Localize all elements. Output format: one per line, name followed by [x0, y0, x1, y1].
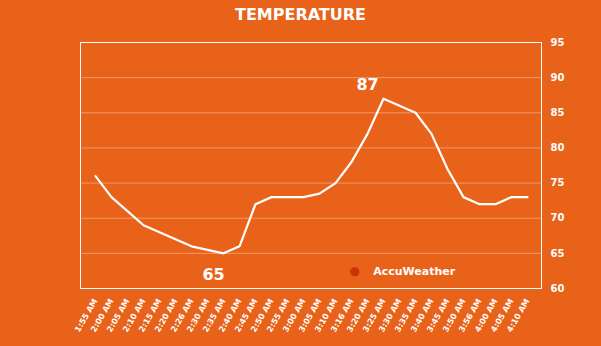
- svg-text:3:10 AM: 3:10 AM: [313, 297, 340, 334]
- svg-text:85: 85: [551, 107, 565, 118]
- svg-text:75: 75: [551, 177, 565, 188]
- svg-text:3:00 AM: 3:00 AM: [281, 297, 308, 334]
- svg-text:65: 65: [551, 248, 565, 259]
- svg-text:2:10 AM: 2:10 AM: [121, 297, 148, 334]
- svg-text:2:05 AM: 2:05 AM: [105, 297, 132, 334]
- svg-text:95: 95: [551, 37, 565, 48]
- svg-text:80: 80: [551, 142, 565, 153]
- svg-text:4:00 AM: 4:00 AM: [473, 297, 500, 334]
- svg-text:1:55 AM: 1:55 AM: [73, 297, 100, 334]
- html-text:TEMPERATURE: TEMPERATURE: [235, 5, 366, 24]
- svg-text:90: 90: [551, 72, 565, 83]
- svg-text:3:50 AM: 3:50 AM: [441, 297, 468, 334]
- svg-text:3:35 AM: 3:35 AM: [393, 297, 420, 334]
- svg-text:87: 87: [356, 75, 378, 94]
- svg-text:2:15 AM: 2:15 AM: [137, 297, 164, 334]
- svg-text:2:26 AM: 2:26 AM: [169, 297, 196, 334]
- svg-text:3:05 AM: 3:05 AM: [297, 297, 324, 334]
- svg-text:3:56 AM: 3:56 AM: [457, 297, 484, 334]
- svg-text:2:30 AM: 2:30 AM: [185, 297, 212, 334]
- svg-text:3:40 AM: 3:40 AM: [409, 297, 436, 334]
- svg-text:3:30 AM: 3:30 AM: [377, 297, 404, 334]
- svg-text:●: ●: [350, 264, 360, 278]
- svg-text:2:35 AM: 2:35 AM: [201, 297, 228, 334]
- svg-text:3:20 AM: 3:20 AM: [345, 297, 372, 334]
- svg-text:65: 65: [202, 265, 224, 284]
- svg-text:4:05 AM: 4:05 AM: [489, 297, 516, 334]
- svg-text:2:55 AM: 2:55 AM: [265, 297, 292, 334]
- svg-text:2:00 AM: 2:00 AM: [89, 297, 116, 334]
- svg-text:60: 60: [551, 283, 565, 294]
- svg-text:3:25 AM: 3:25 AM: [361, 297, 388, 334]
- svg-text:70: 70: [551, 212, 565, 223]
- svg-text:2:45 AM: 2:45 AM: [233, 297, 260, 334]
- svg-text:4:10 AM: 4:10 AM: [505, 297, 531, 333]
- svg-text:3:45 AM: 3:45 AM: [425, 297, 452, 334]
- svg-text:2:50 AM: 2:50 AM: [249, 297, 276, 334]
- svg-text:2:40 AM: 2:40 AM: [217, 297, 244, 334]
- svg-text:3:16 AM: 3:16 AM: [329, 297, 356, 334]
- svg-text:2:20 AM: 2:20 AM: [153, 297, 180, 334]
- svg-text:AccuWeather: AccuWeather: [373, 265, 456, 278]
